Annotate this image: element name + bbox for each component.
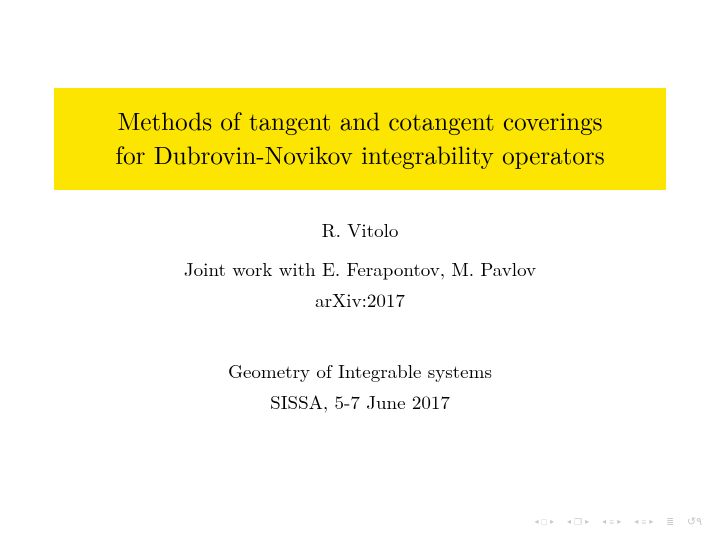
- beamer-nav-bar: ◂ □ ▸ ◂ ❐ ▸ ◂ ≡ ▸ ◂ ≡ ▸ ≣ ↺۹: [535, 514, 702, 529]
- conference-name: Geometry of Integrable systems: [0, 357, 720, 384]
- nav-sub-icon: ❐: [574, 517, 583, 526]
- nav-doc-group[interactable]: ◂ ≡ ▸: [634, 517, 654, 526]
- nav-prev-frame-icon: ◂: [535, 518, 540, 526]
- nav-next-frame-icon: ▸: [550, 518, 555, 526]
- nav-prev-sub-icon: ◂: [567, 518, 572, 526]
- content-block: R. Vitolo Joint work with E. Ferapontov,…: [0, 216, 720, 415]
- venue-date: SISSA, 5-7 June 2017: [0, 388, 720, 415]
- joint-work: Joint work with E. Ferapontov, M. Pavlov: [0, 255, 720, 282]
- nav-subsection-group[interactable]: ◂ ❐ ▸: [567, 517, 590, 526]
- nav-prev-doc-icon: ◂: [634, 518, 639, 526]
- nav-next-sec-icon: ▸: [617, 518, 622, 526]
- title-line-1: Methods of tangent and cotangent coverin…: [66, 104, 654, 138]
- title-line-2: for Dubrovin-Novikov integrability opera…: [66, 138, 654, 172]
- nav-next-doc-icon: ▸: [649, 518, 654, 526]
- nav-frame-icon: □: [542, 517, 548, 526]
- nav-next-sub-icon: ▸: [585, 518, 590, 526]
- nav-frame-group[interactable]: ◂ □ ▸: [535, 517, 555, 526]
- nav-prev-sec-icon: ◂: [602, 518, 607, 526]
- nav-doc-icon: ≡: [641, 517, 647, 526]
- nav-section-group[interactable]: ◂ ≡ ▸: [602, 517, 622, 526]
- arxiv-ref: arXiv:2017: [0, 286, 720, 313]
- nav-sec-icon: ≡: [609, 517, 615, 526]
- nav-mode-icon[interactable]: ≣: [666, 517, 675, 526]
- author-name: R. Vitolo: [0, 216, 720, 243]
- title-block: Methods of tangent and cotangent coverin…: [54, 88, 666, 190]
- nav-undo-icon[interactable]: ↺۹: [687, 514, 702, 529]
